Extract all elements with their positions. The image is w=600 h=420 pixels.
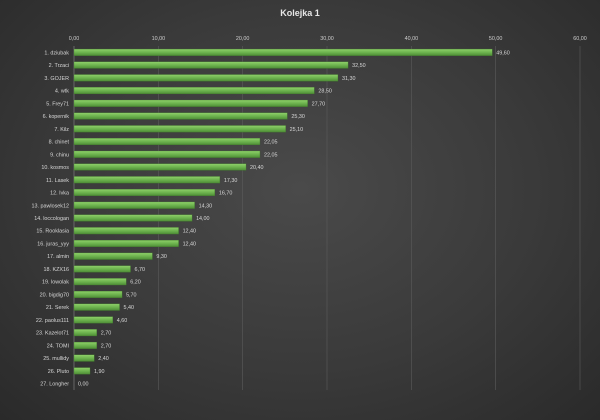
bar xyxy=(73,201,195,209)
value-label: 1,90 xyxy=(94,369,105,375)
category-label: 10. kosmos xyxy=(41,165,69,171)
category-label: 24. TOMI xyxy=(47,343,69,349)
bar xyxy=(73,278,127,286)
bar xyxy=(73,290,123,298)
value-label: 20,40 xyxy=(250,165,263,171)
value-label: 32,50 xyxy=(352,63,366,69)
value-label: 2,40 xyxy=(98,356,109,362)
bar xyxy=(73,87,315,95)
category-label: 27. Longher xyxy=(40,382,69,388)
x-tick-label: 50,00 xyxy=(489,36,503,42)
bar xyxy=(73,176,221,184)
bar xyxy=(73,150,261,158)
bar xyxy=(73,354,95,362)
value-label: 0,00 xyxy=(78,382,89,388)
value-label: 27,70 xyxy=(312,101,326,107)
value-label: 25,30 xyxy=(291,114,305,120)
value-label: 22,05 xyxy=(264,152,278,158)
value-label: 12,40 xyxy=(183,229,197,235)
x-tick-label: 10,00 xyxy=(152,36,166,42)
bar xyxy=(73,112,288,120)
bar xyxy=(73,227,179,235)
bar xyxy=(73,240,179,247)
value-label: 5,40 xyxy=(124,305,135,311)
value-label: 2,70 xyxy=(101,343,112,349)
category-label: 17. almin xyxy=(47,254,69,260)
value-label: 28,50 xyxy=(318,89,332,95)
category-label: 13. pawlosek12 xyxy=(32,203,69,209)
x-tick-label: 30,00 xyxy=(320,36,334,42)
category-label: 15. Rooklasia xyxy=(36,229,69,235)
value-label: 12,40 xyxy=(183,241,197,247)
bar xyxy=(73,125,286,133)
bar xyxy=(73,163,247,171)
bar xyxy=(73,252,153,260)
value-label: 9,30 xyxy=(156,254,167,260)
value-label: 31,30 xyxy=(342,76,356,82)
value-label: 25,10 xyxy=(290,127,304,133)
x-tick-label: 20,00 xyxy=(236,36,250,42)
category-label: 22. paolus111 xyxy=(36,318,69,324)
value-label: 6,20 xyxy=(130,280,141,286)
value-label: 6,70 xyxy=(135,267,146,273)
bar xyxy=(73,74,339,82)
bar xyxy=(73,341,97,349)
category-label: 4. wtk xyxy=(55,89,69,95)
value-label: 49,60 xyxy=(496,50,510,56)
bars: 1. dziubak 49,60 2. Trzaci 32,50 3. GOJER 31,… xyxy=(32,48,510,388)
value-label: 14,30 xyxy=(199,203,213,209)
bar xyxy=(73,367,91,375)
category-label: 2. Trzaci xyxy=(49,63,69,69)
category-label: 12. Ivka xyxy=(50,191,69,197)
x-tick-label: 60,00 xyxy=(573,36,587,42)
bar xyxy=(73,61,349,69)
value-label: 2,70 xyxy=(101,331,112,337)
value-label: 16,70 xyxy=(219,191,233,197)
category-label: 1. dziubak xyxy=(44,50,69,56)
category-label: 7. Kilz xyxy=(54,127,69,133)
bar xyxy=(73,99,308,107)
value-label: 4,60 xyxy=(117,318,128,324)
category-label: 6. kopernik xyxy=(43,114,70,120)
value-label: 22,05 xyxy=(264,140,278,146)
bar xyxy=(73,214,193,222)
bar xyxy=(73,329,97,337)
bar xyxy=(73,303,120,311)
category-label: 11. Lasek xyxy=(46,178,69,184)
bar xyxy=(73,48,493,56)
category-label: 8. chinet xyxy=(49,140,70,146)
bar xyxy=(73,316,113,324)
x-tick-label: 40,00 xyxy=(405,36,419,42)
category-label: 20. bigdig70 xyxy=(40,292,69,298)
category-label: 3. GOJER xyxy=(44,76,69,82)
category-label: 16. juras_yyy xyxy=(37,241,69,247)
bar xyxy=(73,265,131,273)
value-label: 14,00 xyxy=(196,216,210,222)
category-label: 18. KZX16 xyxy=(44,267,69,273)
category-label: 14. loccologan xyxy=(34,216,69,222)
x-axis-ticks: 0,00 10,00 20,00 30,00 40,00 50,00 60,00 xyxy=(69,36,587,42)
x-tick-label: 0,00 xyxy=(69,36,80,42)
category-label: 21. Serek xyxy=(46,305,69,311)
category-label: 25. mullidy xyxy=(43,356,69,362)
value-label: 5,70 xyxy=(126,292,137,298)
category-label: 5. Frey71 xyxy=(46,101,69,107)
category-label: 9. chinu xyxy=(50,152,69,158)
category-label: 23. Kazelot71 xyxy=(36,331,69,337)
bar xyxy=(73,189,215,196)
category-label: 19. lowolak xyxy=(42,280,69,286)
category-label: 26. Pluto xyxy=(48,369,69,375)
value-label: 17,30 xyxy=(224,178,238,184)
bar xyxy=(73,138,261,146)
chart-title: Kolejka 1 xyxy=(280,8,320,18)
